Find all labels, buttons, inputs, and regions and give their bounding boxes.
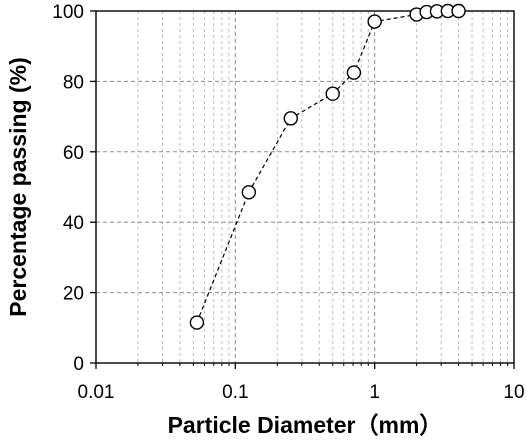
y-axis-title: Percentage passing (%) <box>5 57 31 316</box>
data-point <box>241 185 257 200</box>
x-tick-label: 0.1 <box>222 382 248 403</box>
grid-layer <box>96 11 514 363</box>
y-tick-label: 80 <box>63 72 84 93</box>
data-point <box>283 111 298 126</box>
x-axis-title: Particle Diameter（mm） <box>168 412 443 438</box>
y-tick-label: 20 <box>63 284 84 305</box>
x-tick-label: 0.01 <box>78 382 115 403</box>
plot-frame <box>95 10 515 364</box>
data-point <box>451 3 466 19</box>
data-point <box>346 65 362 80</box>
y-tick-label: 60 <box>63 143 84 164</box>
data-point <box>189 315 205 330</box>
data-point <box>325 86 340 101</box>
x-tick-label: 1 <box>369 382 380 403</box>
axes-layer <box>90 10 515 369</box>
y-tick-label: 100 <box>52 2 84 23</box>
y-tick-label: 0 <box>73 354 84 375</box>
series-line <box>196 10 459 323</box>
y-tick-label: 40 <box>63 213 84 234</box>
x-tick-label: 10 <box>503 382 524 403</box>
series-layer <box>189 3 466 330</box>
data-point <box>367 14 382 29</box>
